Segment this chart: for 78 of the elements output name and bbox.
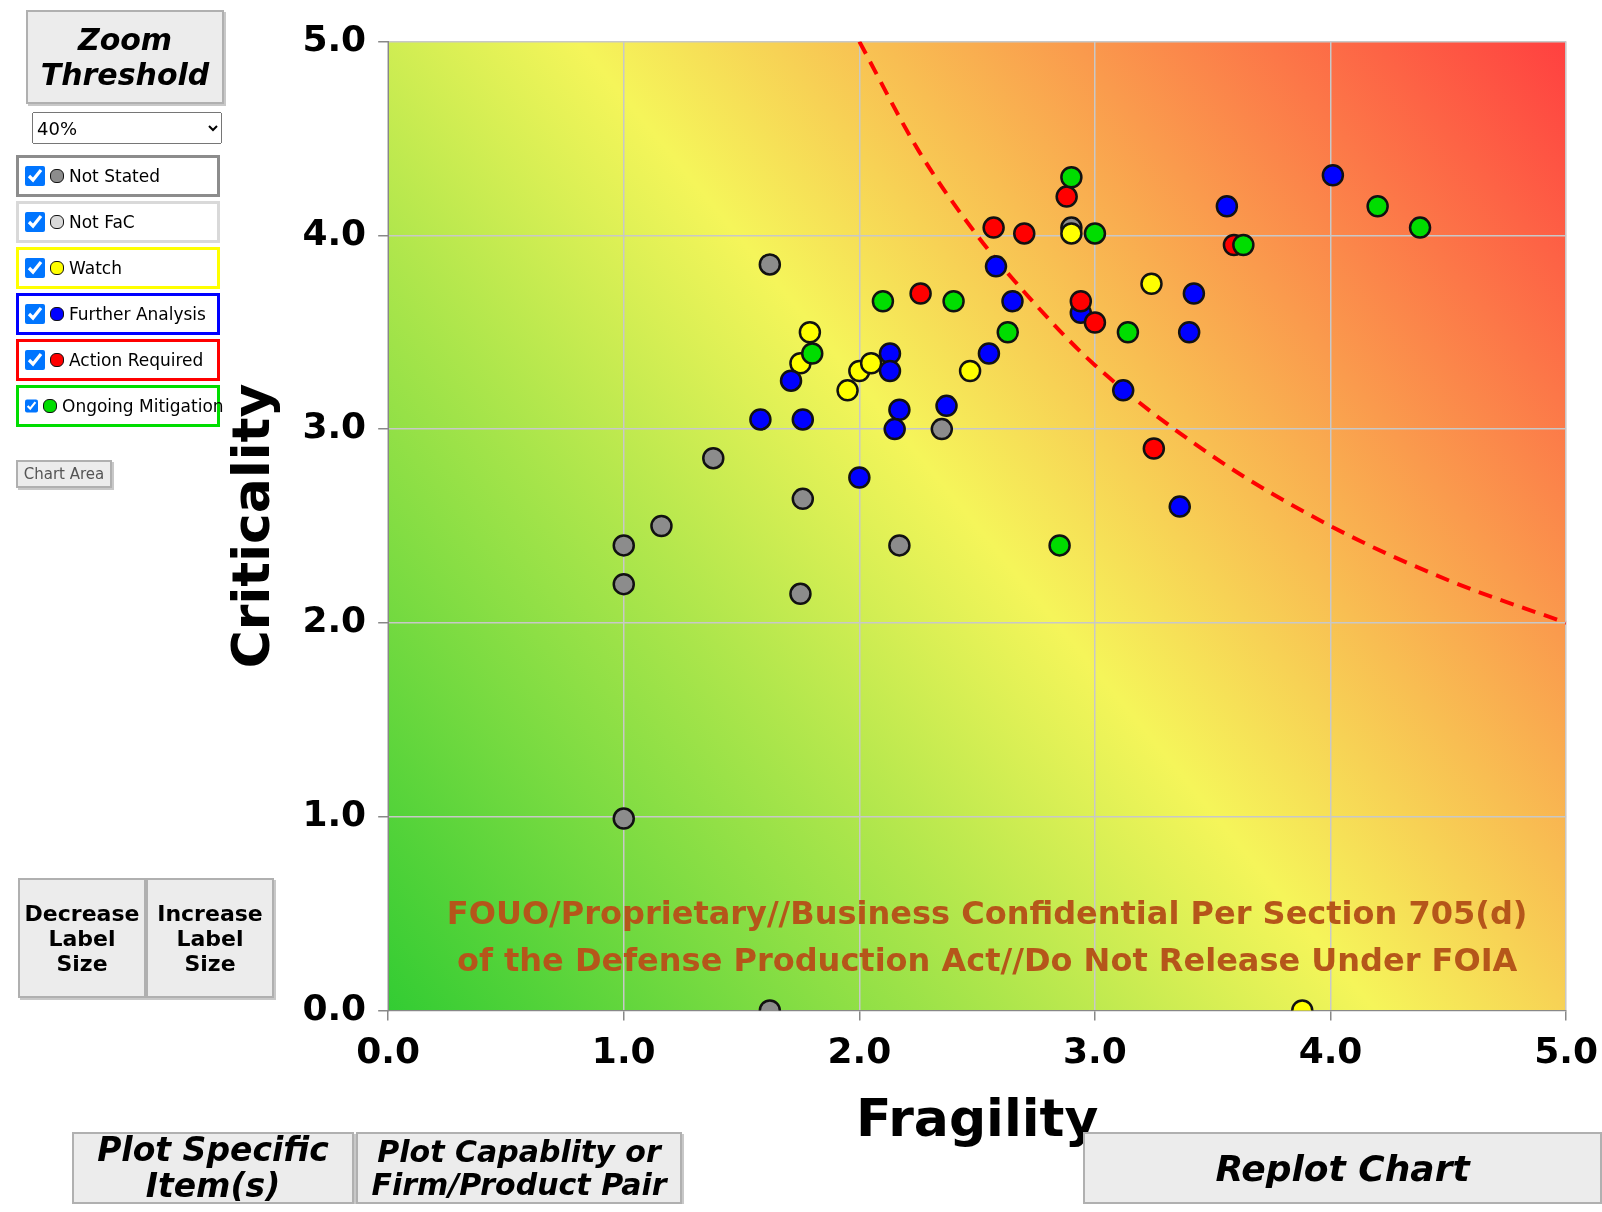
point	[1055, 185, 1078, 208]
point	[982, 216, 1005, 239]
text: Plot Capablity or Firm/Product Pair	[356, 1132, 682, 1204]
x-tick-label: 3.0	[1063, 1030, 1127, 1072]
x-tick-label: 4.0	[1298, 1030, 1363, 1072]
point	[1083, 222, 1107, 245]
point	[958, 359, 982, 383]
point	[779, 369, 803, 392]
point	[888, 398, 911, 421]
point	[977, 342, 1001, 365]
point	[883, 417, 906, 441]
point	[848, 466, 871, 489]
point	[1215, 195, 1239, 218]
point	[612, 807, 636, 830]
point	[800, 342, 824, 365]
point	[1116, 320, 1140, 344]
legend-label: Action Required	[69, 350, 204, 370]
point	[1111, 379, 1135, 402]
y-tick-label: 3.0	[302, 405, 367, 447]
y-tick-label: 0.0	[302, 986, 367, 1028]
point	[1083, 311, 1107, 334]
point	[1142, 437, 1166, 460]
point	[612, 534, 636, 557]
point	[909, 282, 932, 305]
point	[996, 320, 1020, 344]
point	[798, 320, 822, 344]
x-axis-title: Fragility	[855, 1088, 1099, 1149]
point	[791, 487, 815, 511]
y-tick-label: 1.0	[302, 793, 367, 834]
text: Increase Label Size	[146, 878, 274, 998]
point	[1060, 165, 1083, 189]
point	[612, 572, 636, 596]
legend-label: Not Stated	[69, 166, 160, 186]
y-tick-label: 5.0	[302, 17, 367, 59]
point	[836, 379, 859, 402]
point	[702, 446, 725, 470]
legend-label: Further Analysis	[69, 304, 206, 324]
text: 40%	[32, 112, 222, 144]
point	[1321, 164, 1345, 187]
x-tick-label: 0.0	[356, 1030, 421, 1072]
point	[935, 394, 958, 418]
point	[984, 255, 1008, 278]
point	[888, 534, 911, 557]
point	[791, 408, 815, 431]
text: Zoom Threshold	[26, 10, 224, 104]
x-tick-label: 2.0	[827, 1030, 892, 1072]
point	[871, 289, 895, 313]
point	[650, 514, 673, 538]
text: Plot Specific Item(s)	[72, 1129, 354, 1205]
point	[1408, 216, 1432, 239]
point	[1060, 222, 1083, 245]
point	[1182, 282, 1206, 305]
point	[1366, 195, 1389, 218]
point	[1177, 320, 1201, 344]
point	[1001, 289, 1024, 313]
y-tick-label: 2.0	[302, 599, 367, 641]
point	[1168, 495, 1191, 518]
point	[749, 408, 772, 431]
x-tick-label: 5.0	[1534, 1030, 1598, 1072]
text: Replot Chart	[1215, 1147, 1470, 1189]
point	[1048, 534, 1071, 557]
point	[1140, 272, 1163, 296]
point	[1013, 222, 1036, 245]
point	[878, 359, 902, 383]
line-series	[857, 41, 1567, 625]
x-tick-label: 1.0	[591, 1030, 656, 1072]
text: Decrease Label Size	[18, 878, 146, 998]
point	[859, 351, 883, 375]
point	[942, 289, 965, 313]
point	[789, 582, 812, 606]
legend-label: Not FaC	[69, 212, 135, 232]
text: Chart Area	[16, 460, 112, 488]
point	[1069, 289, 1093, 313]
legend-label: Watch	[69, 258, 122, 278]
point	[758, 253, 782, 276]
point	[930, 417, 954, 441]
point	[1232, 233, 1255, 257]
y-tick-label: 4.0	[302, 211, 367, 253]
